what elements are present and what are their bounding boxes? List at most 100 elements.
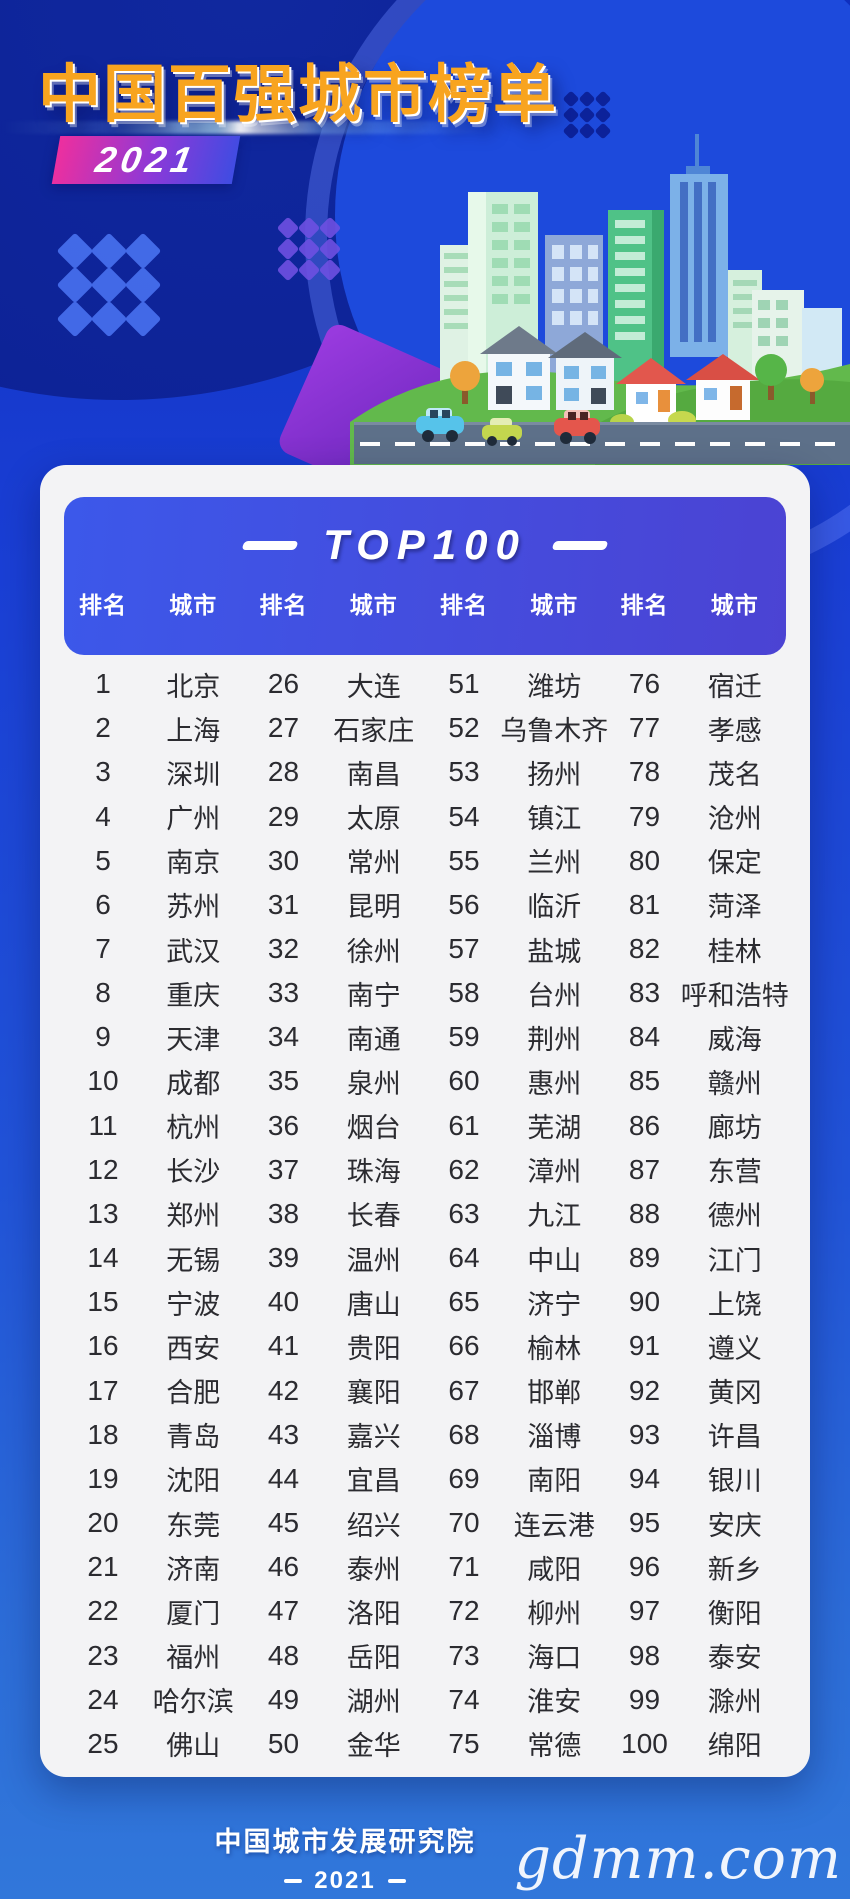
city-name: 昆明: [346, 892, 401, 923]
city-name: 台州: [527, 980, 582, 1011]
rank-value: 14: [87, 1242, 119, 1274]
city-name: 常州: [346, 848, 401, 879]
rank-value: 68: [448, 1418, 480, 1450]
city-name: 盐城: [527, 936, 582, 967]
rank-value: 93: [628, 1418, 661, 1450]
column-header: 排名: [259, 592, 308, 618]
city-name: 济宁: [527, 1289, 582, 1320]
city-name: 连云港: [513, 1510, 595, 1541]
rank-value: 24: [87, 1683, 119, 1715]
table-header-bar: TOP100 排名 城市 排名 城市 排名 城市 排名 城市: [64, 497, 786, 655]
heading-label: TOP100: [323, 521, 527, 568]
city-name: 江门: [707, 1245, 762, 1276]
rank-value: 92: [628, 1374, 661, 1406]
city-name: 绵阳: [707, 1731, 762, 1762]
rank-value: 26: [267, 668, 300, 700]
table-heading: TOP100: [64, 497, 786, 569]
diamond-pattern: [56, 232, 162, 338]
city-name: 衡阳: [707, 1598, 762, 1629]
city-name: 茂名: [707, 759, 762, 790]
rank-value: 5: [95, 844, 111, 876]
rank-value: 34: [267, 1021, 300, 1053]
city-name: 宜昌: [346, 1466, 401, 1497]
rank-value: 17: [87, 1374, 119, 1406]
rank-value: 83: [628, 977, 661, 1009]
city-name: 唐山: [346, 1289, 401, 1320]
city-name: 长春: [346, 1201, 401, 1232]
rank-value: 18: [87, 1418, 119, 1450]
rank-value: 2: [95, 712, 111, 744]
rank-value: 55: [448, 844, 480, 876]
rank-value: 33: [267, 977, 300, 1009]
city-name: 天津: [166, 1024, 221, 1055]
rank-value: 46: [267, 1551, 300, 1583]
rank-value: 70: [448, 1507, 480, 1539]
rank-value: 79: [628, 800, 661, 832]
city-name: 榆林: [527, 1333, 582, 1364]
city-name: 珠海: [346, 1157, 401, 1188]
rank-value: 97: [628, 1595, 661, 1627]
city-name: 呼和浩特: [680, 980, 789, 1011]
rank-value: 87: [628, 1153, 661, 1185]
city-name: 绍兴: [346, 1510, 401, 1541]
diamond-pattern: [276, 216, 342, 282]
rank-value: 39: [267, 1242, 300, 1274]
city-name: 嘉兴: [346, 1422, 401, 1453]
column-header: 城市: [169, 592, 218, 618]
city-name: 武汉: [166, 936, 221, 967]
city-name: 佛山: [166, 1731, 221, 1762]
city-name: 临沂: [527, 892, 582, 923]
rank-value: 94: [628, 1462, 661, 1494]
city-name: 芜湖: [527, 1113, 582, 1144]
city-name: 青岛: [166, 1422, 221, 1453]
city-name: 厦门: [166, 1598, 221, 1629]
city-name: 徐州: [346, 936, 401, 967]
city-name: 威海: [707, 1024, 762, 1055]
rank-value: 13: [87, 1197, 119, 1229]
rank-value: 38: [267, 1197, 300, 1229]
rank-value: 59: [448, 1021, 480, 1053]
column-header: 城市: [349, 592, 398, 618]
column-header: 城市: [530, 592, 579, 618]
rank-value: 15: [87, 1286, 119, 1318]
rank-value: 8: [95, 977, 111, 1009]
rank-value: 6: [95, 888, 111, 920]
city-name: 泰安: [707, 1643, 762, 1674]
rank-value: 47: [267, 1595, 300, 1627]
city-name: 济南: [166, 1554, 221, 1585]
heading-dash-right: [551, 540, 609, 550]
city-name: 南通: [346, 1024, 401, 1055]
city-name: 上饶: [707, 1289, 762, 1320]
city-name: 金华: [346, 1731, 401, 1762]
city-name: 安庆: [707, 1510, 762, 1541]
column-header: 排名: [440, 592, 488, 618]
year-badge-label: 2021: [92, 139, 200, 180]
city-name: 保定: [707, 848, 762, 879]
rank-value: 49: [267, 1683, 300, 1715]
light-streak-decoration: [0, 121, 570, 134]
column-header: 排名: [79, 592, 127, 618]
city-name: 杭州: [166, 1113, 221, 1144]
column-header: 排名: [620, 592, 669, 618]
ranking-table-body: 1 北京 26 大连 51 潍坊 76 宿迁 2 上海 27 石家庄 52 乌鲁木齐 77 孝感 3 深圳 28 南昌…: [64, 662, 789, 1766]
city-name: 重庆: [166, 980, 221, 1011]
rank-value: 98: [628, 1639, 661, 1671]
city-name: 德州: [707, 1201, 762, 1232]
rank-value: 3: [95, 756, 111, 788]
rank-value: 44: [267, 1462, 300, 1494]
city-name: 廊坊: [707, 1113, 762, 1144]
city-name: 西安: [166, 1333, 221, 1364]
rank-value: 77: [628, 712, 661, 744]
rank-value: 51: [448, 668, 480, 700]
city-name: 深圳: [166, 759, 221, 790]
city-name: 泰州: [346, 1554, 401, 1585]
city-name: 南宁: [346, 980, 401, 1011]
rank-value: 50: [267, 1727, 300, 1759]
city-name: 郑州: [166, 1201, 221, 1232]
city-name: 成都: [166, 1068, 221, 1099]
footer: 中国城市发展研究院 2021: [0, 1820, 690, 1895]
rank-value: 9: [95, 1021, 111, 1053]
rank-value: 54: [448, 800, 480, 832]
rank-value: 88: [628, 1197, 661, 1229]
